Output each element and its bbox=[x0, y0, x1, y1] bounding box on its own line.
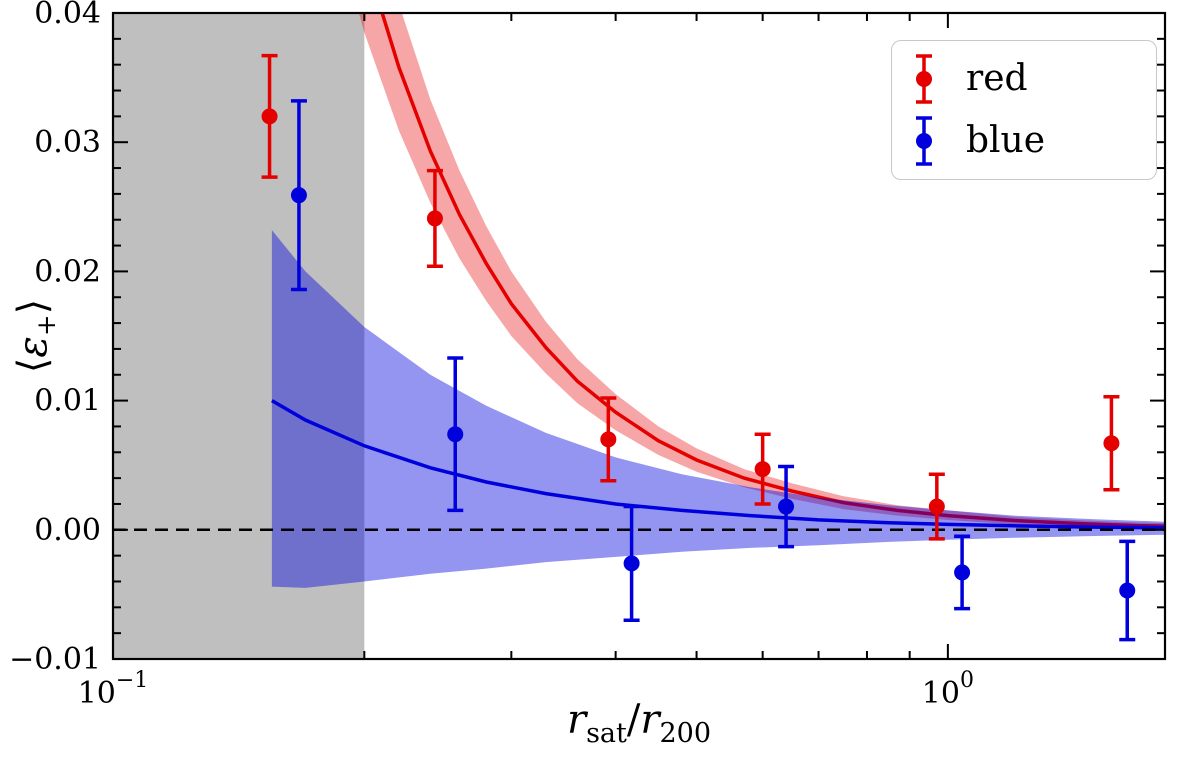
legend-label-red: red bbox=[966, 58, 1028, 99]
r-200-var: r bbox=[640, 697, 660, 743]
y-tick-label: 0.00 bbox=[34, 513, 101, 548]
epsilon-subscript: + bbox=[32, 314, 62, 337]
red-data-point bbox=[928, 472, 945, 541]
red-data-point bbox=[600, 396, 617, 483]
red-data-point bbox=[1103, 394, 1120, 492]
axis-ticks bbox=[112, 12, 1165, 660]
legend: red blue bbox=[891, 40, 1157, 180]
legend-item-red: red bbox=[912, 53, 1136, 105]
x-tick-label: 100 bbox=[922, 668, 974, 711]
blue-errorbar-marker-icon bbox=[916, 116, 932, 166]
excluded-region bbox=[113, 13, 365, 659]
red-data-point bbox=[426, 168, 443, 268]
red-data-point bbox=[754, 432, 771, 506]
r-sat-subscript: sat bbox=[586, 718, 627, 749]
blue-data-point bbox=[623, 504, 640, 622]
epsilon-symbol: ε bbox=[10, 336, 56, 358]
r-sat-var: r bbox=[566, 697, 587, 743]
blue-data-point bbox=[1119, 539, 1136, 642]
x-axis-label: rsat/r200 bbox=[567, 697, 711, 749]
blue-data-point bbox=[447, 356, 464, 513]
blue-data-point bbox=[954, 534, 971, 611]
y-axis-label: ⟨ε+⟩ bbox=[10, 299, 62, 373]
y-tick-label: 0.04 bbox=[34, 0, 101, 31]
legend-label-blue: blue bbox=[966, 120, 1046, 161]
blue-data-point bbox=[290, 99, 307, 292]
y-tick-label: 0.01 bbox=[34, 384, 101, 419]
axes-frame bbox=[111, 11, 1167, 661]
angle-open: ⟨ bbox=[10, 357, 56, 374]
slash: / bbox=[626, 697, 641, 743]
r-200-subscript: 200 bbox=[659, 718, 712, 749]
y-tick-label: 0.02 bbox=[34, 254, 101, 289]
blue-fit-curve bbox=[271, 399, 1165, 530]
red-errorbar-marker-icon bbox=[916, 54, 932, 104]
y-tick-label: 0.03 bbox=[34, 125, 101, 160]
y-tick-label: −0.01 bbox=[9, 642, 101, 677]
x-tick-label: 10−1 bbox=[78, 668, 149, 711]
angle-close: ⟩ bbox=[10, 298, 56, 315]
blue-data-point bbox=[778, 464, 795, 549]
red-data-point bbox=[261, 53, 278, 179]
blue-confidence-band bbox=[271, 230, 1165, 588]
legend-item-blue: blue bbox=[912, 115, 1136, 167]
